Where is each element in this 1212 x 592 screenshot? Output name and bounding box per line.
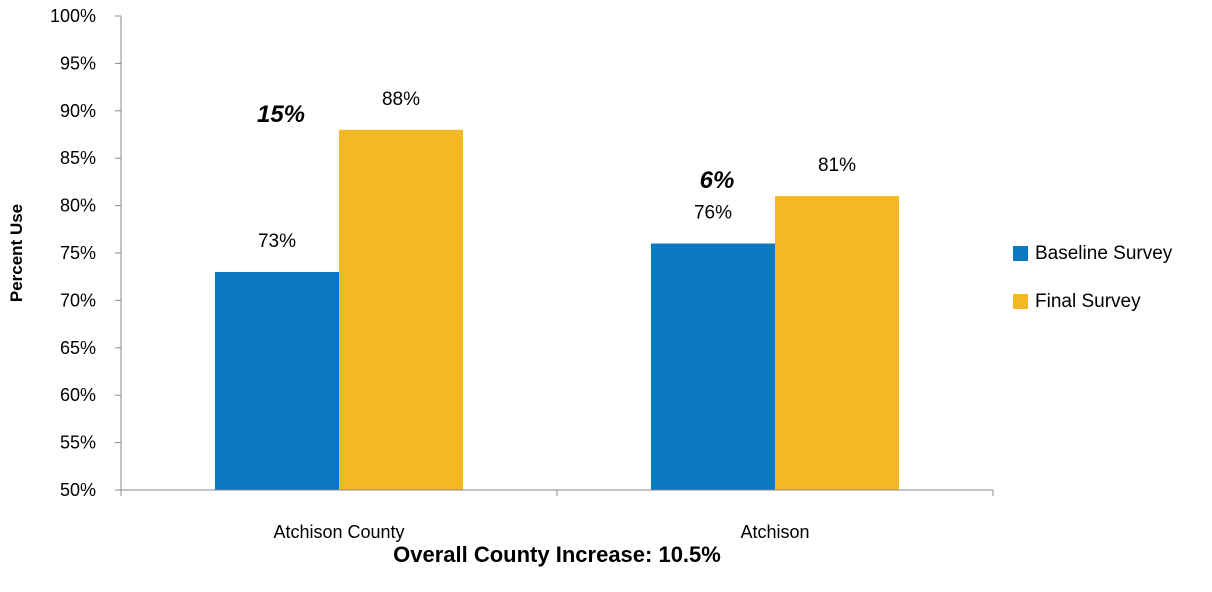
category-label: Atchison County (273, 522, 404, 542)
bar-final (775, 196, 899, 490)
data-labels: 73% 88% 76% 81% (258, 89, 856, 252)
x-axis-title: Overall County Increase: 10.5% (393, 542, 721, 567)
data-label: 76% (694, 203, 732, 224)
y-tick-label: 50% (60, 480, 96, 500)
legend-swatch (1013, 246, 1028, 261)
y-tick-label: 75% (60, 243, 96, 263)
data-label: 81% (818, 155, 856, 176)
bars-group (215, 129, 899, 490)
data-label: 73% (258, 231, 296, 252)
y-tick-label: 95% (60, 53, 96, 73)
legend: Baseline Survey Final Survey (1013, 243, 1173, 312)
legend-swatch (1013, 294, 1028, 309)
y-tick-label: 85% (60, 148, 96, 168)
category-labels: Atchison County Atchison (273, 522, 809, 542)
data-label: 88% (382, 89, 420, 110)
y-tick-label: 55% (60, 433, 96, 453)
y-tick-label: 70% (60, 290, 96, 310)
y-axis-ticks: 50% 55% 60% 65% 70% 75% 80% 85% 90% 95% 100% (50, 6, 121, 500)
category-label: Atchison (740, 522, 809, 542)
bar-baseline (215, 271, 339, 490)
y-tick-label: 90% (60, 101, 96, 121)
bar-final (339, 129, 463, 490)
increase-annotation: 15% (257, 101, 305, 128)
y-tick-label: 65% (60, 338, 96, 358)
annotations: 15% 6% (257, 101, 734, 194)
x-axis-ticks (120, 490, 994, 496)
legend-label: Baseline Survey (1035, 243, 1173, 264)
y-tick-label: 100% (50, 6, 96, 26)
y-tick-label: 60% (60, 385, 96, 405)
increase-annotation: 6% (700, 167, 735, 194)
y-tick-label: 80% (60, 196, 96, 216)
legend-label: Final Survey (1035, 291, 1141, 312)
y-axis-title: Percent Use (7, 204, 26, 302)
bar-baseline (651, 243, 775, 490)
